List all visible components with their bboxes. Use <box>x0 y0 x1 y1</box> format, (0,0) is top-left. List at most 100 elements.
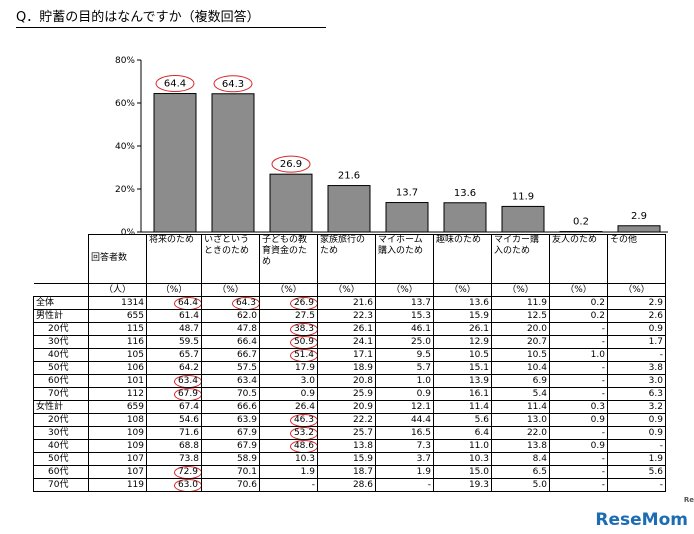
highlight-circle: 38.3 <box>289 323 317 335</box>
table-cell: 15.3 <box>375 309 434 323</box>
bar <box>617 225 661 233</box>
table-cell: 0.9 <box>607 322 666 336</box>
table-cell: - <box>549 465 608 479</box>
respondent-count: 107 <box>88 465 147 479</box>
table-cell: 0.9 <box>607 426 666 440</box>
table-cell: 62.0 <box>201 309 260 323</box>
table-row: 男性計 655 61.4 62.0 27.5 22.3 15.3 15.9 12.5 0.2 2.6 <box>33 309 666 323</box>
table-cell: 65.7 <box>146 348 202 362</box>
table-cell: - <box>607 478 666 492</box>
respondent-count: 106 <box>88 361 147 375</box>
table-row: 70代 112 67.9 70.5 0.9 25.9 0.9 16.1 5.4-6.3 <box>33 387 666 401</box>
table-cell: 61.4 <box>146 309 202 323</box>
data-label: 2.9 <box>631 211 647 222</box>
table-cell: - <box>375 478 434 492</box>
respondent-count: 109 <box>88 426 147 440</box>
table-cell: 1.0 <box>375 374 434 388</box>
data-label: 26.9 <box>280 159 302 170</box>
table-cell: 20.9 <box>317 400 376 414</box>
table-cell: 1.9 <box>607 452 666 466</box>
table-cell: - <box>549 478 608 492</box>
table-cell: 13.0 <box>491 413 550 427</box>
table-cell: 63.9 <box>201 413 260 427</box>
row-label: 20代 <box>33 322 89 336</box>
column-header: マイホーム購入のため <box>375 234 434 284</box>
respondent-count: 115 <box>88 322 147 336</box>
data-label: 13.6 <box>454 188 476 199</box>
table-cell: 5.6 <box>433 413 492 427</box>
table-row: 70代 119 63.0 70.6-28.6-19.3 5.0- - <box>33 478 666 492</box>
row-label: 60代 <box>33 465 89 479</box>
table-cell: 0.9 <box>259 387 318 401</box>
table-cell: 0.9 <box>549 439 608 453</box>
table-cell: - <box>549 387 608 401</box>
table-cell: 13.9 <box>433 374 492 388</box>
table-cell: 64.3 <box>201 296 260 310</box>
row-label: 30代 <box>33 426 89 440</box>
row-label: 70代 <box>33 478 89 492</box>
data-label: 64.4 <box>164 79 186 90</box>
pct-unit: （%） <box>317 283 376 297</box>
row-label: 50代 <box>33 452 89 466</box>
table-cell: 10.3 <box>259 452 318 466</box>
table-cell: 0.2 <box>549 309 608 323</box>
table-row: 30代 116 59.5 66.4 50.9 24.1 25.0 12.9 20.7-1.7 <box>33 335 666 349</box>
table-cell: 48.7 <box>146 322 202 336</box>
pct-unit: （%） <box>375 283 434 297</box>
table-cell: 13.8 <box>491 439 550 453</box>
table-cell: 67.4 <box>146 400 202 414</box>
table-cell: 6.5 <box>491 465 550 479</box>
table-cell: 2.6 <box>607 309 666 323</box>
table-cell: 17.1 <box>317 348 376 362</box>
table-cell: 13.6 <box>433 296 492 310</box>
table-cell: 13.7 <box>375 296 434 310</box>
highlight-circle: 64.4 <box>173 297 201 309</box>
table-cell: 5.4 <box>491 387 550 401</box>
y-tick-label: 40% <box>115 142 135 152</box>
pct-unit: （%） <box>549 283 608 297</box>
respondent-count: 107 <box>88 452 147 466</box>
table-cell: 20.7 <box>491 335 550 349</box>
table-row: 30代 109 71.6 67.9 53.2 25.7 16.5 6.4 22.0-0.9 <box>33 426 666 440</box>
respondent-count: 655 <box>88 309 147 323</box>
table-row: 20代 115 48.7 47.8 38.3 26.1 46.1 26.1 20.0-0.9 <box>33 322 666 336</box>
table-cell: 10.5 <box>433 348 492 362</box>
row-label: 女性計 <box>33 400 89 414</box>
table-cell: 3.7 <box>375 452 434 466</box>
table-cell: 70.5 <box>201 387 260 401</box>
y-tick-label: 20% <box>115 185 135 195</box>
table-cell: 64.4 <box>146 296 202 310</box>
table-cell: 3.0 <box>607 374 666 388</box>
table-cell: 3.2 <box>607 400 666 414</box>
pct-unit: （%） <box>433 283 492 297</box>
highlight-circle: 53.2 <box>289 427 317 439</box>
respondent-count: 1314 <box>88 296 147 310</box>
table-cell: - <box>549 361 608 375</box>
table-cell: 10.5 <box>491 348 550 362</box>
respondent-count: 101 <box>88 374 147 388</box>
table-row: 女性計 659 67.4 66.6 26.4 20.9 12.1 11.4 11.4 0.3 3.2 <box>33 400 666 414</box>
table-cell: 20.0 <box>491 322 550 336</box>
table-cell: 26.1 <box>317 322 376 336</box>
bar <box>385 202 429 233</box>
respondent-count: 112 <box>88 387 147 401</box>
bar <box>443 202 487 233</box>
highlight-circle: 63.0 <box>173 479 201 491</box>
table-cell: 68.8 <box>146 439 202 453</box>
data-label: 13.7 <box>396 188 418 199</box>
table-cell: 11.9 <box>491 296 550 310</box>
table-cell: 24.1 <box>317 335 376 349</box>
table-cell: 66.6 <box>201 400 260 414</box>
column-header: 将来のため <box>146 234 202 284</box>
table-cell: 5.7 <box>375 361 434 375</box>
highlight-circle: 48.6 <box>289 440 317 452</box>
column-header: いざというときのため <box>201 234 260 284</box>
table-cell: 58.9 <box>201 452 260 466</box>
table-cell: 11.4 <box>491 400 550 414</box>
table-cell: 15.9 <box>317 452 376 466</box>
table-cell: 6.9 <box>491 374 550 388</box>
data-label: 64.3 <box>222 79 244 90</box>
table-cell: 0.2 <box>549 296 608 310</box>
table-cell: 46.3 <box>259 413 318 427</box>
row-label: 20代 <box>33 413 89 427</box>
